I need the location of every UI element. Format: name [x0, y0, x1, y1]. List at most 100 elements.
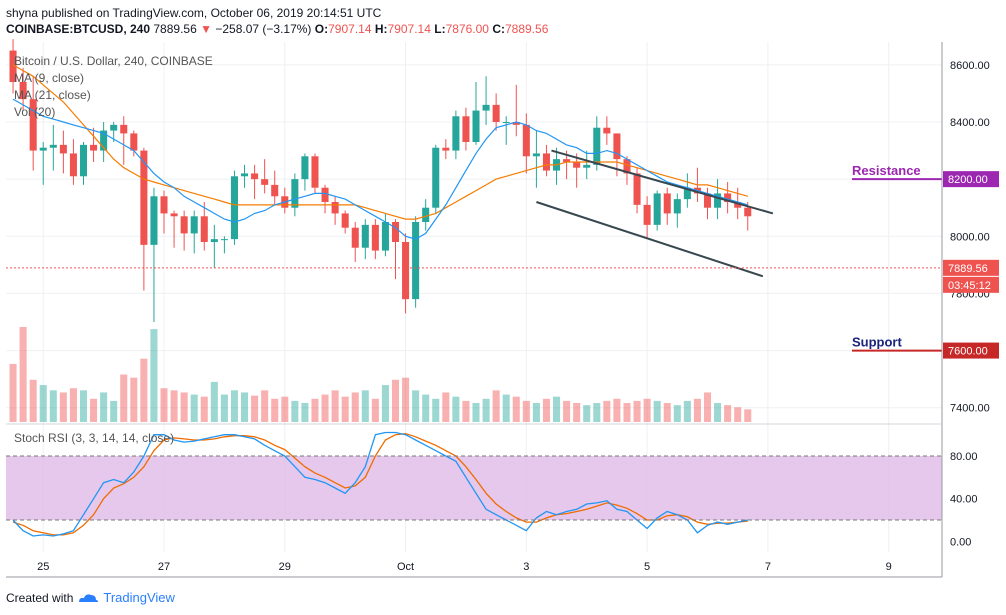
- price-tick-label: 7400.00: [950, 403, 990, 415]
- candle-body: [643, 204, 651, 225]
- channel-lower-line: [536, 201, 764, 278]
- candle-body: [583, 164, 591, 168]
- candle-body: [673, 199, 681, 214]
- volume-bar: [573, 403, 581, 422]
- volume-bar: [522, 400, 530, 422]
- volume-bar: [472, 403, 480, 422]
- candle-body: [381, 222, 389, 251]
- legend-ma21[interactable]: MA (21, close): [14, 88, 91, 102]
- volume-bar: [140, 358, 148, 422]
- candle-body: [522, 124, 530, 157]
- support-price-tag-bg: [943, 342, 999, 359]
- stoch-tick-label: 0.00: [950, 536, 971, 548]
- candle-body: [150, 196, 158, 245]
- volume-bar: [90, 398, 98, 422]
- candle-body: [9, 50, 17, 82]
- price-tick-label: 8000.00: [950, 231, 990, 243]
- volume-bar: [512, 396, 520, 422]
- tradingview-brand[interactable]: TradingView: [103, 590, 175, 605]
- time-tick-label: 27: [158, 561, 170, 573]
- volume-bar: [744, 409, 752, 422]
- volume-bar: [281, 396, 289, 422]
- volume-bar: [39, 385, 47, 422]
- volume-bar: [331, 390, 339, 422]
- high-value: 7907.14: [387, 22, 431, 36]
- volume-bar: [130, 377, 138, 422]
- volume-bars: [9, 327, 752, 422]
- volume-bar: [49, 390, 57, 422]
- candle-body: [190, 216, 198, 234]
- volume-bar: [603, 400, 611, 422]
- volume-bar: [230, 390, 238, 422]
- last-price-tag-bg: [943, 259, 999, 276]
- stoch-tick-label: 40.00: [950, 494, 978, 506]
- candle-body: [39, 147, 47, 151]
- volume-bar: [241, 392, 249, 422]
- volume-bar: [271, 398, 279, 422]
- resistance-price-tag: 8200.00: [948, 174, 988, 186]
- candle-body: [462, 116, 470, 142]
- volume-bar: [442, 392, 450, 422]
- volume-bar: [714, 403, 722, 422]
- resistance-price-tag-bg: [943, 171, 999, 188]
- volume-bar: [643, 398, 651, 422]
- countdown-tag-bg: [943, 276, 999, 293]
- volume-bar: [391, 379, 400, 422]
- legend-title[interactable]: Bitcoin / U.S. Dollar, 240, COINBASE: [14, 54, 213, 68]
- volume-bar: [452, 396, 460, 422]
- time-tick-label: 5: [644, 561, 650, 573]
- candle-body: [703, 193, 712, 208]
- candle-body: [361, 224, 369, 248]
- created-with-text: Created with: [6, 590, 74, 605]
- stoch-d-line: [12, 432, 748, 536]
- candle-body: [542, 153, 550, 171]
- volume-bar: [120, 374, 128, 422]
- candle-body: [241, 173, 249, 177]
- volume-bar: [110, 400, 118, 422]
- candle-body: [220, 239, 228, 241]
- candle-body: [683, 187, 691, 200]
- candle-body: [261, 179, 269, 185]
- candle-body: [724, 193, 732, 202]
- candle-body: [29, 99, 37, 151]
- resistance-label: Resistance: [852, 163, 921, 178]
- volume-bar: [371, 398, 379, 422]
- axes: [6, 42, 943, 578]
- candle-body: [120, 124, 128, 134]
- legend-volume[interactable]: Vol (20): [14, 105, 56, 119]
- volume-bar: [150, 329, 158, 422]
- volume-bar: [432, 398, 440, 422]
- candle-body: [230, 176, 238, 240]
- candle-body: [563, 159, 571, 162]
- candle-body: [90, 144, 98, 151]
- candle-body: [502, 122, 510, 123]
- volume-bar: [482, 398, 490, 422]
- candle-body: [371, 224, 379, 251]
- candle-body: [744, 207, 752, 217]
- volume-bar: [381, 385, 389, 422]
- high-label: H:: [374, 22, 388, 36]
- volume-bar: [311, 398, 319, 422]
- volume-bar: [210, 381, 218, 422]
- volume-bar: [462, 400, 470, 422]
- price-tick-label: 8600.00: [950, 60, 990, 72]
- candle-body: [79, 144, 88, 177]
- candle-body: [301, 156, 309, 180]
- volume-bar: [261, 390, 269, 422]
- stoch-tick-label: 80.00: [950, 451, 978, 463]
- open-value: 7907.14: [328, 22, 372, 36]
- time-tick-label: 7: [765, 561, 771, 573]
- publisher-line: shyna published on TradingView.com, Octo…: [6, 6, 382, 20]
- volume-bar: [361, 390, 369, 422]
- volume-bar: [402, 377, 410, 422]
- candle-body: [69, 153, 77, 177]
- candle-body: [391, 222, 400, 242]
- legend-stoch-rsi[interactable]: Stoch RSI (3, 3, 14, 14, close): [14, 431, 175, 445]
- low-value: 7876.00: [445, 22, 489, 36]
- legend-ma9[interactable]: MA (9, close): [14, 71, 85, 85]
- volume-bar: [251, 395, 259, 422]
- candle-body: [714, 193, 722, 208]
- close-label: C:: [492, 22, 505, 36]
- support-label: Support: [852, 335, 902, 350]
